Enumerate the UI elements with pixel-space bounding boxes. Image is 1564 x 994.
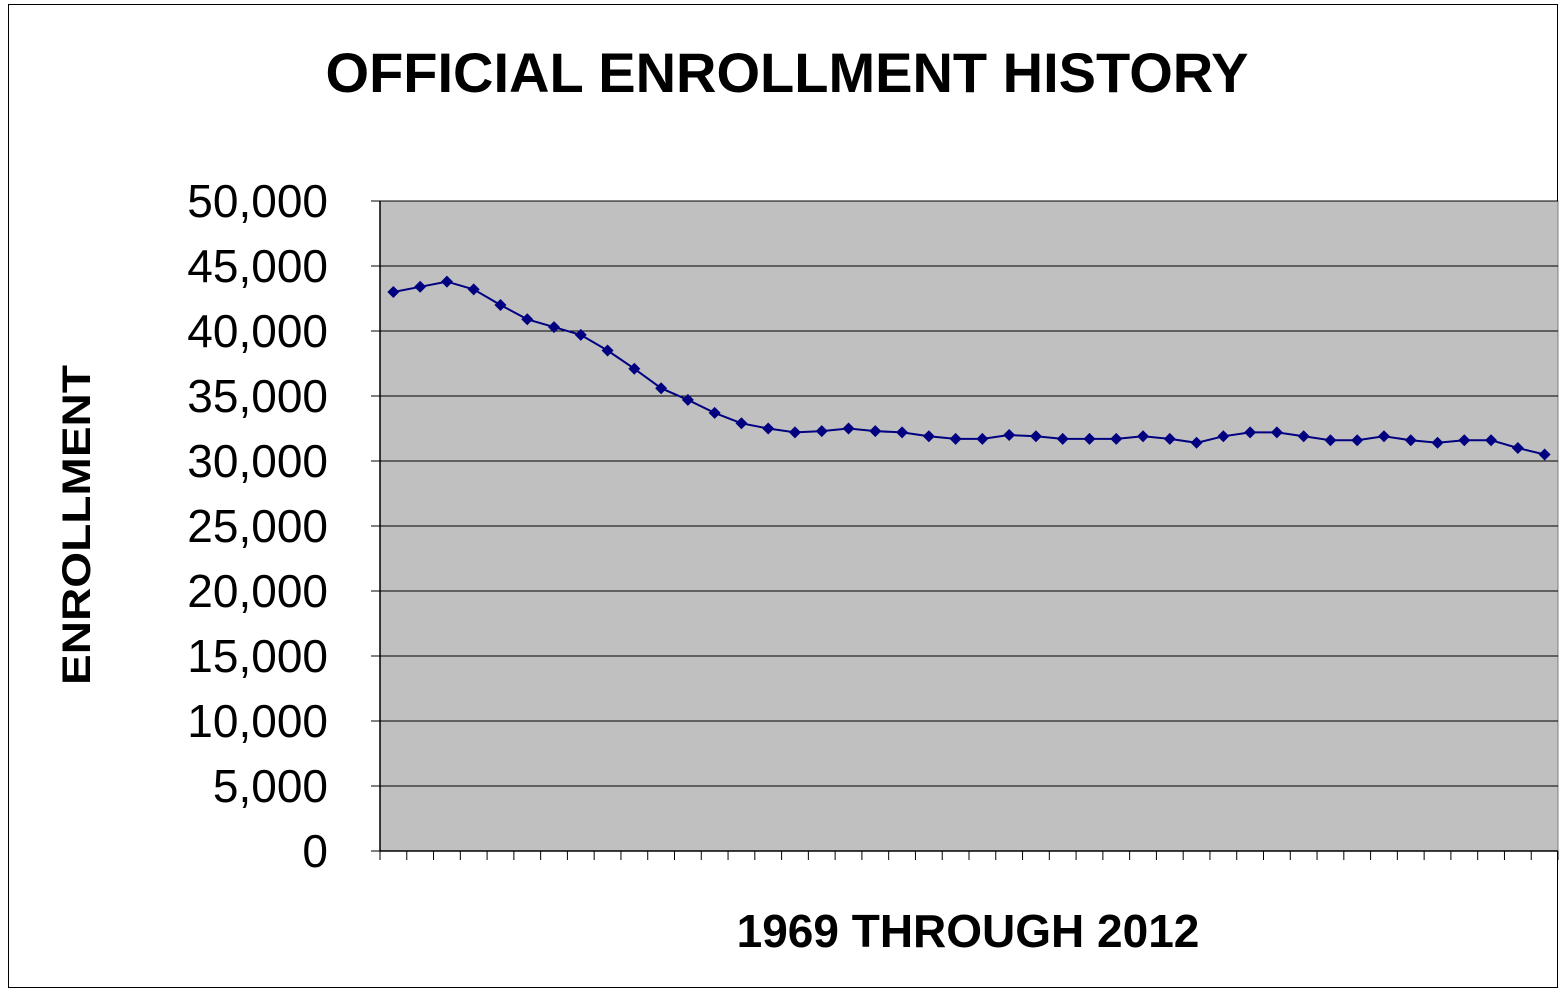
y-tick-label: 40,000	[187, 305, 328, 357]
data-point	[1083, 432, 1096, 445]
data-point	[1163, 432, 1176, 445]
y-tick-label: 45,000	[187, 240, 328, 292]
y-tick-label: 30,000	[187, 435, 328, 487]
data-point	[896, 426, 909, 439]
data-point	[1297, 430, 1310, 443]
data-point	[788, 426, 801, 439]
data-point	[708, 406, 721, 419]
data-point	[1458, 434, 1471, 447]
y-tick-label: 0	[302, 825, 328, 877]
data-point	[1244, 426, 1257, 439]
y-tick-label: 25,000	[187, 500, 328, 552]
data-point	[815, 425, 828, 438]
data-point	[548, 321, 561, 334]
plot-area: 0 5,000 10,000 15,000 20,000 25,000 30,000 35,0…	[187, 175, 1559, 877]
x-axis-label: 1969 THROUGH 2012	[737, 905, 1200, 957]
data-point	[681, 393, 694, 406]
y-axis-label: ENROLLMENT	[55, 365, 99, 685]
data-point	[1324, 434, 1337, 447]
data-point	[1003, 429, 1016, 441]
data-point	[574, 328, 587, 341]
data-point	[1377, 430, 1390, 443]
chart-title: OFFICIAL ENROLLMENT HISTORY	[326, 41, 1249, 104]
data-point	[1137, 430, 1150, 443]
data-point	[601, 344, 614, 357]
data-point	[440, 275, 453, 288]
data-point	[1351, 434, 1364, 447]
data-point	[1110, 432, 1123, 445]
y-tick-label: 20,000	[187, 565, 328, 617]
y-tick-label: 10,000	[187, 695, 328, 747]
data-point	[1190, 436, 1203, 449]
y-tick-label: 35,000	[187, 370, 328, 422]
data-point	[467, 283, 480, 296]
data-point	[842, 422, 855, 435]
data-point	[494, 299, 507, 311]
data-point	[414, 280, 427, 293]
data-point	[387, 286, 400, 298]
data-point	[1485, 434, 1498, 447]
y-tick-label: 15,000	[187, 630, 328, 682]
data-point	[869, 425, 882, 438]
data-point	[628, 362, 641, 375]
data-point	[1404, 434, 1417, 447]
data-point	[1217, 430, 1230, 443]
y-tick-label: 50,000	[187, 175, 328, 227]
data-point	[922, 430, 935, 443]
y-tick-label: 5,000	[213, 760, 328, 812]
data-point	[976, 432, 989, 445]
data-point	[1029, 430, 1042, 443]
data-point	[655, 382, 668, 395]
data-point	[762, 422, 775, 435]
data-point	[1056, 432, 1069, 445]
data-point	[735, 417, 748, 430]
data-point	[1431, 436, 1444, 449]
data-point	[1538, 448, 1551, 461]
data-point	[1511, 442, 1524, 454]
data-point	[1270, 426, 1283, 439]
data-point	[949, 432, 962, 445]
data-point	[521, 313, 534, 326]
